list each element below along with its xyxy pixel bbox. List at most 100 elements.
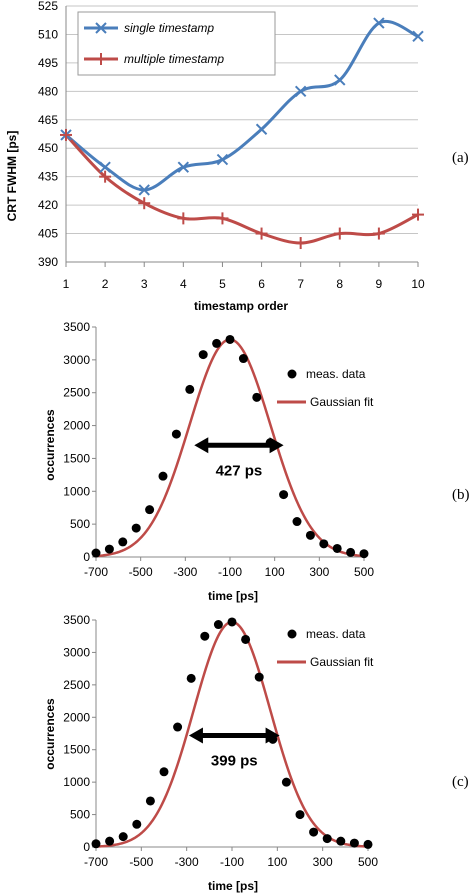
c-x-tick-300: 300	[313, 855, 333, 869]
a-y-tick-450: 450	[38, 141, 58, 155]
a-legend-label-multiple: multiple timestamp	[124, 52, 224, 66]
a-y-tick-525: 525	[38, 0, 58, 13]
c-arrow-head-right	[265, 727, 280, 744]
c-data-point	[186, 673, 196, 683]
b-y-tick-labels: 0 500 1000 1500 2000 2500 3000 3500	[63, 320, 90, 564]
c-data-point	[132, 819, 142, 829]
a-x-tick-labels: 1 2 3 4 5 6 7 8 9 10	[63, 277, 425, 291]
a-legend-marker-single	[95, 22, 107, 34]
a-marker-stroke	[255, 123, 268, 135]
a-legend: single timestamp multiple timestamp	[77, 11, 276, 76]
c-x-axis-label: time [ps]	[208, 879, 258, 893]
b-y-tick-0: 0	[83, 550, 90, 564]
c-x-tick--100: -100	[220, 855, 244, 869]
a-x-tick-3: 3	[141, 277, 148, 291]
a-point-s1-8	[372, 227, 385, 240]
b-x-tick-300: 300	[309, 565, 329, 579]
b-data-point	[292, 517, 302, 527]
c-data-point	[295, 810, 305, 820]
c-y-tick-labels: 0 500 1000 1500 2000 2500 3000 3500	[63, 613, 90, 854]
b-legend: meas. data Gaussian fit	[277, 367, 374, 409]
a-x-tick-1: 1	[63, 277, 70, 291]
chart-a: 390 405 420 435 450 465 480 495 510 525 1 2 3 4 5 6 7 8 9…	[5, 0, 469, 313]
a-point-s1-3	[177, 212, 190, 225]
a-point-s0-6	[294, 85, 307, 98]
a-y-axis-label: CRT FWHM [ps]	[5, 131, 19, 222]
c-arrow-head-left	[188, 727, 203, 744]
b-y-tick-500: 500	[70, 517, 90, 531]
a-point-s1-0	[60, 128, 72, 141]
a-panel-label: (a)	[452, 150, 469, 166]
c-y-tick-2500: 2500	[63, 678, 90, 692]
c-x-tick--300: -300	[175, 855, 199, 869]
b-data-point	[118, 537, 128, 547]
a-x-tick-2: 2	[102, 277, 109, 291]
b-data-point	[279, 490, 289, 500]
b-y-tick-2000: 2000	[63, 419, 90, 433]
b-x-tick--700: -700	[84, 565, 108, 579]
c-data-point	[349, 838, 359, 848]
a-marker-stroke	[334, 74, 346, 86]
a-point-s1-6	[294, 237, 307, 250]
a-point-s1-1	[99, 170, 112, 183]
b-x-tick-labels: -700 -500 -300 -100 100 300 500	[84, 565, 374, 579]
a-marker-stroke	[138, 184, 150, 196]
b-data-point	[198, 350, 208, 360]
a-y-tick-405: 405	[38, 227, 58, 241]
a-series-markers	[60, 17, 424, 250]
a-marker-stroke	[412, 30, 424, 43]
a-legend-marker-multiple	[95, 53, 107, 65]
b-data-point	[145, 505, 155, 515]
a-legend-label-single: single timestamp	[124, 21, 214, 35]
b-data-point	[91, 548, 101, 558]
a-y-tick-495: 495	[38, 56, 58, 70]
c-y-tick-3000: 3000	[63, 645, 90, 659]
c-y-tick-3500: 3500	[63, 613, 90, 627]
c-data-points	[91, 617, 373, 849]
c-data-point	[200, 631, 210, 641]
b-data-point	[212, 338, 222, 348]
a-point-s1-2	[138, 197, 151, 210]
b-x-axis-label: time [ps]	[208, 589, 258, 603]
b-legend-label-data: meas. data	[306, 367, 366, 381]
c-data-point	[91, 839, 101, 849]
b-data-points	[91, 334, 369, 559]
a-x-tick-10: 10	[411, 277, 425, 291]
a-point-s1-4	[216, 212, 229, 225]
c-data-point	[173, 722, 183, 732]
b-y-tick-1500: 1500	[63, 451, 90, 465]
a-x-tick-4: 4	[180, 277, 187, 291]
b-x-tick--100: -100	[218, 565, 242, 579]
b-x-tick--500: -500	[129, 565, 153, 579]
c-y-tick-1500: 1500	[63, 743, 90, 757]
b-y-tick-3000: 3000	[63, 353, 90, 367]
a-legend-box	[77, 11, 276, 76]
b-data-point	[158, 471, 168, 481]
a-series-lines	[64, 19, 419, 245]
c-data-point	[105, 836, 115, 846]
a-series-line-1	[64, 133, 419, 245]
c-data-point	[241, 634, 251, 644]
b-y-tick-1000: 1000	[63, 484, 90, 498]
c-axes	[92, 619, 369, 851]
a-marker-stroke	[216, 153, 229, 166]
b-data-point	[238, 354, 248, 364]
b-y-tick-3500: 3500	[63, 320, 90, 334]
b-data-point	[185, 384, 195, 394]
a-point-s1-5	[255, 227, 268, 240]
b-fwhm-arrow	[194, 437, 284, 454]
b-fwhm-label: 427 ps	[216, 462, 263, 479]
c-panel-label: (c)	[452, 774, 469, 790]
b-x-tick--300: -300	[173, 565, 197, 579]
c-x-tick--700: -700	[84, 855, 108, 869]
c-y-tick-500: 500	[70, 808, 90, 822]
c-legend: meas. data Gaussian fit	[277, 627, 374, 669]
c-data-point	[159, 767, 169, 777]
a-y-tick-480: 480	[38, 84, 58, 98]
c-x-tick-500: 500	[358, 855, 378, 869]
a-x-tick-9: 9	[376, 277, 383, 291]
c-x-tick-100: 100	[267, 855, 287, 869]
a-y-tick-labels: 390 405 420 435 450 465 480 495 510 525	[38, 0, 58, 269]
a-x-tick-5: 5	[219, 277, 226, 291]
a-y-tick-510: 510	[38, 27, 58, 41]
